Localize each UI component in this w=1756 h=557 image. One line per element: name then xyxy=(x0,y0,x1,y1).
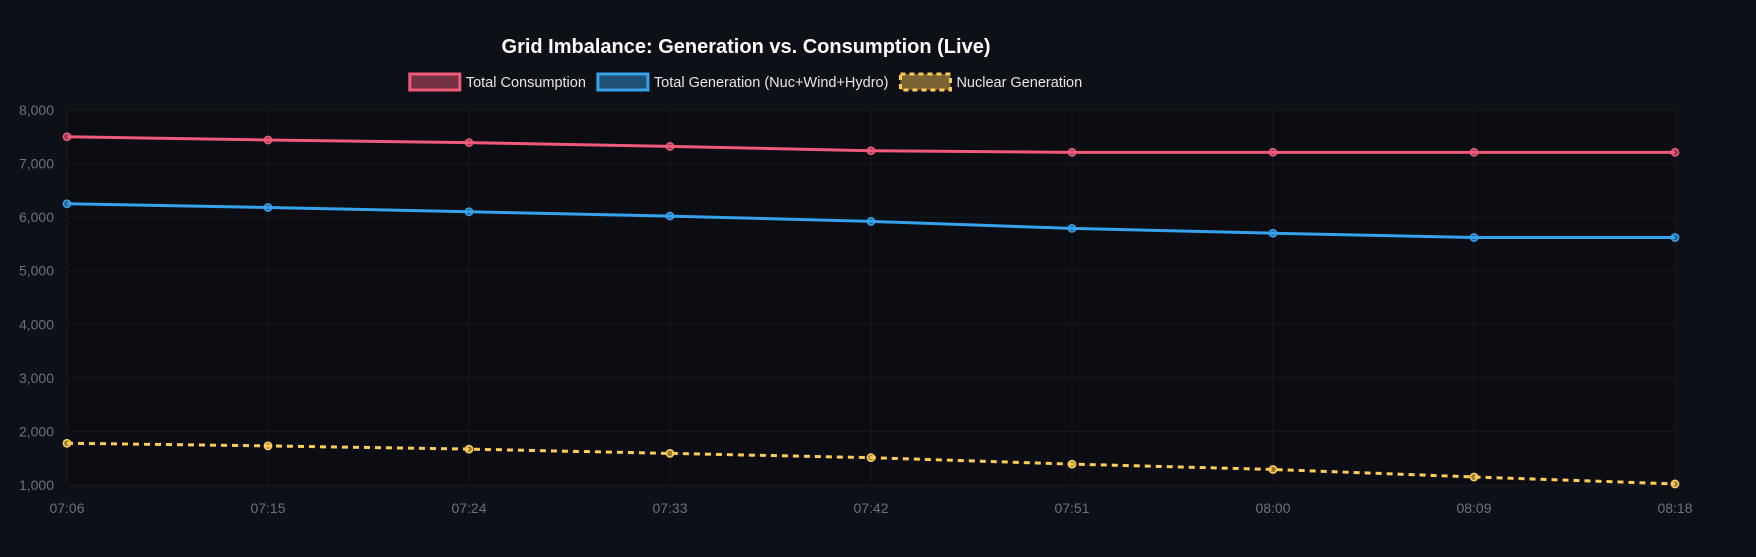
data-point[interactable] xyxy=(1469,472,1479,482)
legend-swatch xyxy=(898,72,952,92)
series-layer xyxy=(62,132,1680,489)
legend-label: Total Consumption xyxy=(466,75,586,91)
x-tick-label: 08:09 xyxy=(1456,500,1491,516)
data-point[interactable] xyxy=(665,142,675,151)
data-point[interactable] xyxy=(1268,147,1278,157)
data-point[interactable] xyxy=(1067,459,1077,469)
data-point[interactable] xyxy=(1670,233,1680,242)
x-tick-label: 07:42 xyxy=(853,500,888,516)
data-point[interactable] xyxy=(263,135,273,145)
data-point[interactable] xyxy=(665,211,675,221)
data-point[interactable] xyxy=(464,138,474,148)
chart-title: Grid Imbalance: Generation vs. Consumpti… xyxy=(502,36,991,58)
y-tick-label: 4,000 xyxy=(19,316,54,332)
y-tick-label: 7,000 xyxy=(19,156,54,172)
legend-swatch xyxy=(596,72,650,92)
x-tick-label: 08:00 xyxy=(1255,500,1290,516)
legend-item[interactable]: Total Consumption xyxy=(408,72,586,92)
y-tick-label: 6,000 xyxy=(19,209,54,225)
data-point[interactable] xyxy=(263,441,273,451)
y-tick-label: 1,000 xyxy=(19,477,54,493)
data-point[interactable] xyxy=(866,146,876,156)
x-tick-label: 07:24 xyxy=(451,500,486,516)
data-point[interactable] xyxy=(1067,223,1077,233)
data-point[interactable] xyxy=(1268,465,1278,474)
data-point[interactable] xyxy=(62,199,72,209)
legend-label: Total Generation (Nuc+Wind+Hydro) xyxy=(654,75,889,91)
data-point[interactable] xyxy=(263,203,273,212)
data-point[interactable] xyxy=(62,438,72,448)
legend-item[interactable]: Nuclear Generation xyxy=(898,72,1082,92)
y-tick-label: 5,000 xyxy=(19,263,54,279)
y-tick-label: 2,000 xyxy=(19,423,54,439)
data-point[interactable] xyxy=(866,453,876,463)
legend[interactable]: Total Consumption Total Generation (Nuc+W… xyxy=(408,72,1082,92)
legend-swatch xyxy=(408,72,462,92)
series-2 xyxy=(62,199,1680,242)
data-point[interactable] xyxy=(464,207,474,217)
legend-item[interactable]: Total Generation (Nuc+Wind+Hydro) xyxy=(596,72,889,92)
data-point[interactable] xyxy=(1670,147,1680,157)
series-3 xyxy=(62,438,1680,489)
data-point[interactable] xyxy=(464,444,474,454)
x-axis: 07:06 07:15 07:24 07:33 07:42 07:51 08:00 08:09… xyxy=(49,500,1692,516)
y-tick-label: 8,000 xyxy=(19,102,54,118)
y-axis: 1,000 2,000 3,000 4,000 5,000 6,000 7,000 8,000 xyxy=(19,102,54,493)
x-tick-label: 08:18 xyxy=(1657,500,1692,516)
data-point[interactable] xyxy=(1469,147,1479,157)
x-tick-label: 07:33 xyxy=(652,500,687,516)
data-point[interactable] xyxy=(1067,147,1077,157)
data-point[interactable] xyxy=(62,132,72,142)
data-point[interactable] xyxy=(1469,233,1479,242)
y-tick-label: 3,000 xyxy=(19,370,54,386)
data-point[interactable] xyxy=(866,217,876,226)
legend-label: Nuclear Generation xyxy=(956,75,1082,91)
x-tick-label: 07:15 xyxy=(250,500,285,516)
data-point[interactable] xyxy=(1670,479,1680,489)
data-point[interactable] xyxy=(665,448,675,458)
x-tick-label: 07:06 xyxy=(49,500,84,516)
x-tick-label: 07:51 xyxy=(1054,500,1089,516)
series-1 xyxy=(62,132,1680,157)
data-point[interactable] xyxy=(1268,228,1278,238)
